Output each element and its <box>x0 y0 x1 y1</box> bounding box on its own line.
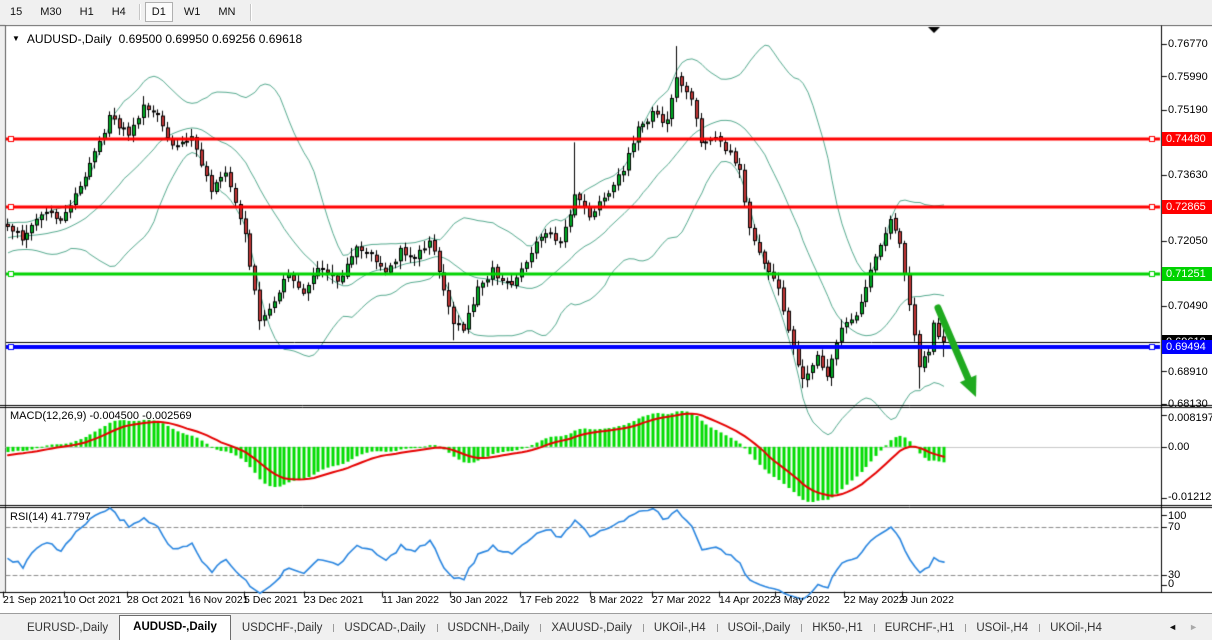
symbol-tabs: EURUSD-,Daily AUDUSD-,Daily USDCHF-,Daily U… <box>0 614 1154 640</box>
chart-tab[interactable]: EURCHF-,H1 <box>873 617 966 640</box>
price-chart-canvas[interactable] <box>0 24 1212 613</box>
chart-tab[interactable]: USOil-,H4 <box>965 617 1039 640</box>
chart-tab[interactable]: HK50-,H1 <box>801 617 874 640</box>
timeframe-list: 15 M30 H1 H4 D1 W1 MN <box>1 0 244 24</box>
chart-tab[interactable]: AUDUSD-,Daily <box>119 615 231 640</box>
tabs-scroll-right-icon[interactable]: ► <box>1189 622 1198 632</box>
chart-area: ▼ AUDUSD-,Daily 0.69500 0.69950 0.69256 … <box>0 24 1212 613</box>
chart-tab[interactable]: USDCHF-,Daily <box>241 622 323 634</box>
timeframe-button[interactable]: H1 <box>73 2 101 22</box>
chart-tab[interactable]: USDCNH-,Daily <box>436 617 541 640</box>
toolbar-separator <box>250 3 252 21</box>
timeframe-button[interactable]: H4 <box>105 2 133 22</box>
timeframe-button[interactable]: M30 <box>33 2 68 22</box>
chart-tab[interactable]: XAUUSD-,Daily <box>540 617 643 640</box>
chart-tab[interactable]: USDCAD-,Daily <box>333 617 436 640</box>
timeframe-button[interactable]: 15 <box>3 2 29 22</box>
timeframe-button[interactable]: MN <box>211 2 242 22</box>
chart-tab[interactable]: UKOil-,H4 <box>642 617 717 640</box>
chart-tab[interactable]: EURUSD-,Daily <box>27 622 109 634</box>
tab-scroll-controls: ◄ ► <box>1154 614 1212 640</box>
tabs-scroll-left-icon[interactable]: ◄ <box>1168 622 1178 632</box>
timeframe-toolbar: 15 M30 H1 H4 D1 W1 MN <box>0 0 1212 24</box>
chart-tab[interactable]: USOil-,Daily <box>716 617 802 640</box>
timeframe-button[interactable]: D1 <box>138 2 173 22</box>
chart-tab[interactable]: UKOil-,H4 <box>1039 617 1113 640</box>
symbol-tabbar: EURUSD-,Daily AUDUSD-,Daily USDCHF-,Daily U… <box>0 613 1212 640</box>
timeframe-button[interactable]: W1 <box>177 2 208 22</box>
